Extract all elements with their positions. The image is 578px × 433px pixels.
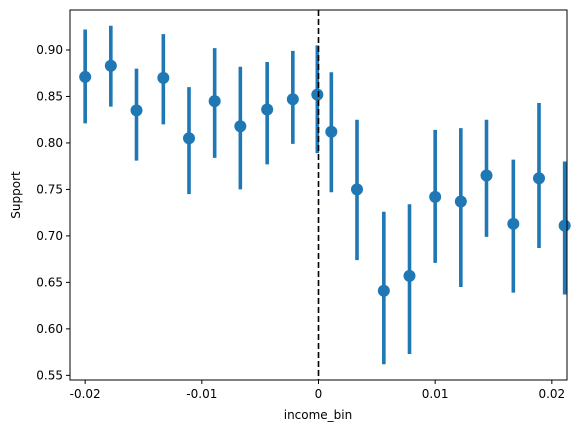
- x-tick-label: 0: [315, 387, 323, 401]
- data-point: [429, 190, 442, 203]
- marks-layer: [79, 25, 571, 365]
- x-axis-ticks: -0.02 -0.01 0 0.01 0.02: [70, 380, 565, 401]
- x-tick-label: 0.01: [422, 387, 449, 401]
- y-tick-label: 0.80: [36, 136, 63, 150]
- data-point: [130, 104, 143, 117]
- data-point: [208, 95, 221, 108]
- data-point: [104, 59, 117, 72]
- data-point: [533, 172, 545, 185]
- data-point: [351, 183, 363, 196]
- y-tick-label: 0.90: [36, 43, 63, 57]
- data-point: [286, 93, 299, 106]
- data-point: [480, 169, 493, 182]
- data-point: [507, 217, 520, 230]
- data-point: [311, 88, 324, 101]
- y-tick-label: 0.75: [36, 182, 63, 196]
- x-tick-label: -0.02: [70, 387, 101, 401]
- data-point: [261, 103, 274, 116]
- y-tick-label: 0.55: [36, 368, 63, 382]
- y-tick-label: 0.70: [36, 229, 63, 243]
- y-tick-label: 0.85: [36, 89, 63, 103]
- data-point: [234, 120, 247, 133]
- y-axis-ticks: 0.55 0.60 0.65 0.70 0.75 0.80 0.85 0.90: [36, 43, 70, 382]
- data-point: [183, 132, 195, 145]
- x-tick-label: -0.01: [186, 387, 217, 401]
- y-tick-label: 0.60: [36, 322, 63, 336]
- x-tick-label: 0.02: [538, 387, 565, 401]
- x-axis-label: income_bin: [284, 408, 353, 422]
- y-tick-label: 0.65: [36, 275, 63, 289]
- data-point: [79, 70, 92, 83]
- data-point: [403, 269, 416, 282]
- data-point: [454, 195, 467, 208]
- data-point: [157, 71, 170, 84]
- data-point: [558, 219, 571, 232]
- data-point: [377, 284, 390, 297]
- data-point: [325, 125, 338, 138]
- y-axis-label: Support: [9, 171, 23, 219]
